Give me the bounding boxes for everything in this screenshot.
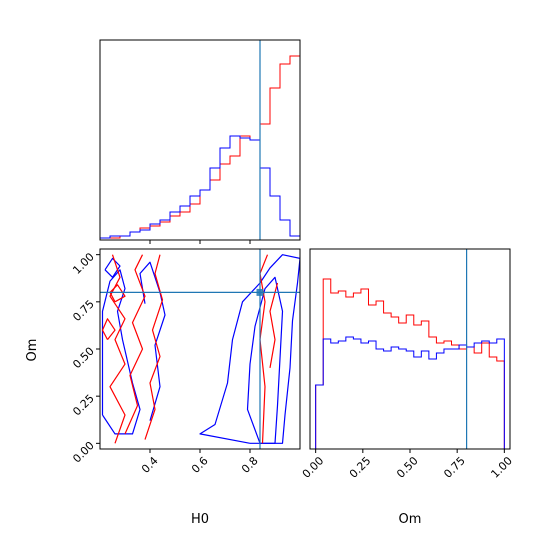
contour-blue-3 [139, 261, 166, 421]
contour-red-9 [269, 282, 279, 369]
h0-histogram-panel [99, 39, 301, 244]
contour-red-7 [144, 254, 164, 440]
contour-red-8 [259, 254, 269, 444]
contour-red-10 [101, 318, 116, 340]
contour-blue-1 [246, 276, 284, 444]
contour-red-11 [109, 284, 126, 303]
truth-marker [256, 288, 264, 296]
contour-blue-2 [101, 269, 141, 435]
contour-blue-4 [104, 257, 121, 278]
h0-hist-frame [99, 39, 301, 241]
contour-lines [101, 254, 300, 444]
contour-red-5 [109, 254, 126, 444]
contour-red-6 [124, 254, 146, 435]
x-axis-label-om: Om [399, 512, 422, 527]
contour-blue-0 [199, 254, 300, 444]
h0-hist-blue-series [99, 135, 301, 240]
x-axis-label-h0: H0 [191, 512, 209, 527]
om-hist-red-series [315, 278, 505, 449]
contour-frame [99, 248, 301, 450]
om-hist-blue-series [315, 336, 505, 449]
y-axis-label-om: Om [25, 339, 40, 362]
om-hist-frame [309, 248, 511, 450]
